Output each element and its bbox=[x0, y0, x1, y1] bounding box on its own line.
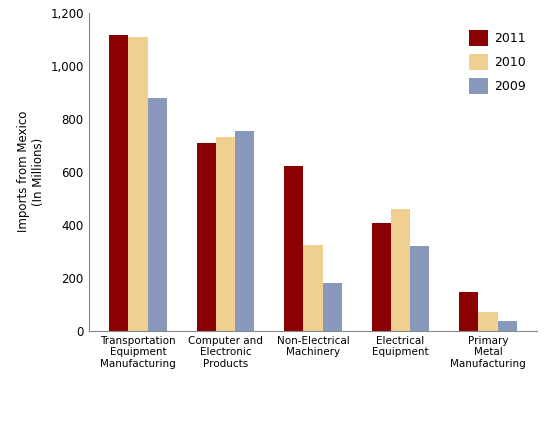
Bar bbox=[372, 223, 391, 331]
Legend: 2011, 2010, 2009: 2011, 2010, 2009 bbox=[464, 25, 531, 99]
Bar bbox=[109, 35, 129, 331]
Bar bbox=[304, 245, 322, 331]
Bar bbox=[391, 209, 410, 331]
Bar bbox=[235, 131, 254, 331]
Bar bbox=[479, 312, 497, 331]
Bar bbox=[197, 142, 216, 331]
Bar bbox=[410, 246, 429, 331]
Bar bbox=[284, 167, 304, 331]
Bar bbox=[129, 36, 147, 331]
Bar bbox=[147, 98, 167, 331]
Bar bbox=[322, 283, 342, 331]
Bar bbox=[216, 137, 235, 331]
Bar bbox=[459, 292, 479, 331]
Bar bbox=[497, 321, 517, 331]
Y-axis label: Imports from Mexico
(In Millions): Imports from Mexico (In Millions) bbox=[17, 111, 45, 232]
